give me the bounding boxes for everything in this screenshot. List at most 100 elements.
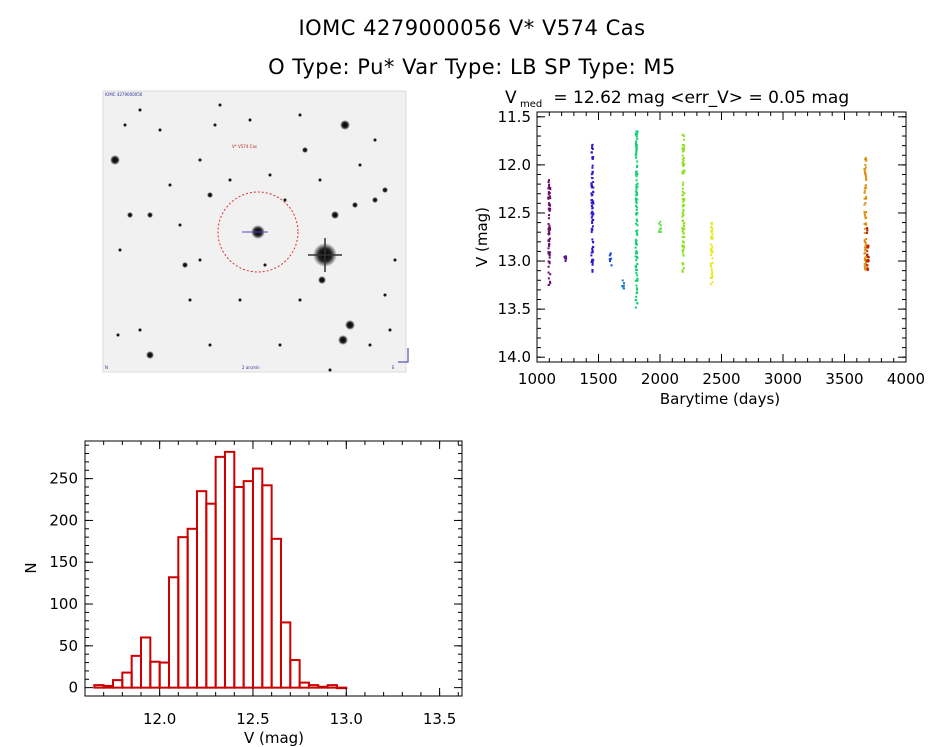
lc-point (709, 265, 712, 268)
finder-star (298, 113, 302, 117)
lc-point (863, 187, 866, 190)
lc-point (636, 220, 639, 223)
finder-star (207, 192, 213, 198)
histogram-bar (317, 685, 329, 689)
lc-point (622, 284, 625, 287)
lc-point (636, 291, 639, 294)
lc-ytick-label: 13.0 (498, 252, 531, 270)
lc-point (591, 157, 594, 160)
histogram-bar (130, 654, 142, 689)
histogram-bar (186, 527, 198, 689)
lc-point (866, 259, 869, 262)
lc-point (592, 202, 595, 205)
lc-point (681, 244, 684, 247)
lc-point (864, 262, 867, 265)
lc-point (863, 249, 866, 252)
lc-point (592, 186, 595, 189)
lc-point (681, 270, 684, 273)
lc-point (547, 260, 550, 263)
lc-point (659, 230, 662, 233)
lc-point (682, 253, 685, 256)
lc-point (635, 193, 638, 196)
finder-star (368, 343, 372, 347)
lc-point (710, 253, 713, 256)
lc-point (682, 213, 685, 216)
lc-point (682, 232, 685, 235)
lc-point (591, 269, 594, 272)
lc-point (709, 276, 712, 279)
finder-label-target: V* V574 Cas (232, 144, 257, 149)
lc-point (681, 134, 684, 137)
lc-point (864, 248, 867, 251)
lc-xtick-label: 4000 (887, 370, 925, 388)
hist-xtick-label: 12.0 (143, 710, 176, 728)
histogram-bar (307, 684, 320, 689)
lc-point (548, 209, 551, 212)
lc-point (547, 181, 550, 184)
lc-point (863, 197, 866, 200)
lc-point (590, 192, 593, 195)
lc-point (563, 256, 566, 259)
lc-point (636, 166, 639, 169)
lc-point (547, 251, 550, 254)
lc-point (635, 288, 638, 291)
finder-star (198, 258, 202, 262)
lc-ytick-label: 12.0 (498, 156, 531, 174)
lc-point (635, 153, 638, 156)
lc-point (682, 156, 685, 159)
finder-star (298, 298, 302, 302)
lc-point (635, 265, 638, 268)
lc-point (592, 259, 595, 262)
histogram-bar (279, 621, 292, 689)
lc-point (682, 240, 685, 243)
finder-star (158, 128, 162, 132)
lc-point (591, 184, 594, 187)
finder-star (178, 223, 182, 227)
lc-point (549, 197, 552, 200)
lc-point (683, 204, 686, 207)
lc-point (635, 222, 638, 225)
lc-point (863, 246, 866, 249)
light-curve-chart: V med = 12.62 mag <err_V> = 0.05 mag 100… (473, 88, 925, 408)
lc-point (711, 261, 714, 264)
lc-point (635, 200, 638, 203)
finder-star (198, 158, 202, 162)
lc-point (635, 218, 638, 221)
lc-point (609, 260, 612, 263)
lc-point (863, 265, 866, 268)
lc-point (863, 259, 866, 262)
histogram-bar (111, 679, 124, 689)
lc-point (608, 254, 611, 257)
lc-point (863, 262, 866, 265)
finder-star (373, 138, 377, 142)
lc-point (635, 179, 638, 182)
lc-point (590, 186, 593, 189)
finder-star (278, 343, 282, 347)
hist-ytick-label: 0 (68, 679, 78, 697)
lc-ytick-label: 11.5 (498, 108, 531, 126)
finder-star (318, 276, 326, 284)
lc-point (863, 169, 866, 172)
lc-point (709, 243, 712, 246)
lc-point (590, 151, 593, 154)
lc-point (681, 226, 684, 229)
lc-point (710, 231, 713, 234)
finder-star (146, 351, 154, 359)
lc-point (682, 228, 685, 231)
lc-point (711, 227, 714, 230)
histogram-axes: 12.0 12.5 13.0 13.5 0 50 100 150 200 250 (49, 441, 462, 728)
lc-point (636, 160, 639, 163)
lc-point (635, 243, 638, 246)
lc-point (635, 272, 638, 275)
lc-point (865, 195, 868, 198)
lc-point (864, 184, 867, 187)
lc-point (864, 173, 867, 176)
lc-point (681, 190, 684, 193)
finder-star (345, 320, 355, 330)
light-curve-xlabel: Barytime (days) (660, 390, 780, 408)
lc-point (682, 210, 685, 213)
lc-point (710, 276, 713, 279)
lc-point (865, 177, 868, 180)
finder-image: IOMC 4279000056 V* V574 Cas 2 arcmin N E (102, 90, 409, 373)
lc-point (864, 243, 867, 246)
